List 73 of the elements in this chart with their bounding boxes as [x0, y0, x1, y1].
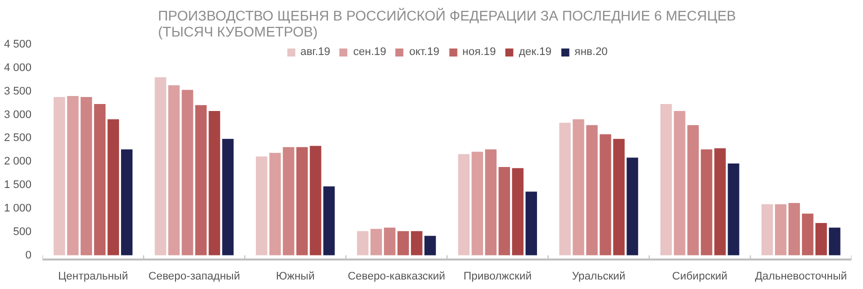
y-tick-label: 500	[13, 226, 32, 238]
bar	[80, 96, 92, 256]
bar	[714, 148, 726, 256]
y-tick-label: 4 500	[4, 38, 32, 50]
y-tick-label: 2 500	[4, 132, 32, 144]
legend-label: ноя.19	[462, 46, 496, 58]
bar	[195, 105, 207, 256]
bar	[674, 111, 686, 256]
bar	[323, 186, 335, 256]
bar	[626, 158, 638, 256]
bar	[310, 146, 322, 256]
bar	[526, 192, 537, 256]
legend-label: авг.19	[300, 46, 330, 58]
chart-title: ПРОИЗВОДСТВО ЩЕБНЯ В РОССИЙСКОЙ ФЕДЕРАЦИИ ЗА ПОСЛЕДНИЕ 6 МЕСЯЦЕВ (ТЫСЯЧ КУБОМЕТРОВ)	[158, 8, 736, 40]
bar	[815, 222, 827, 256]
x-tick-label: Центральный	[58, 270, 128, 282]
legend-label: дек.19	[518, 46, 552, 58]
x-tick-label: Дальневосточный	[754, 270, 847, 282]
bar	[660, 104, 672, 256]
legend-label: сен.19	[353, 46, 386, 58]
y-tick-label: 3 000	[4, 108, 32, 121]
y-tick-label: 1 500	[4, 179, 32, 192]
bar	[384, 228, 396, 256]
bar	[154, 77, 166, 256]
bar	[512, 168, 524, 256]
x-tick-label: Северо-западный	[148, 270, 240, 282]
bar	[788, 203, 800, 256]
x-tick-label: Уральский	[572, 270, 626, 282]
bar	[559, 122, 571, 256]
x-tick-label: Южный	[276, 270, 315, 282]
bar	[762, 204, 773, 256]
bar	[424, 236, 436, 256]
bar	[357, 231, 368, 256]
y-tick-label: 2 000	[4, 156, 32, 168]
bar	[613, 138, 625, 256]
bar	[774, 204, 786, 256]
legend-label: янв.20	[574, 46, 608, 58]
bar	[728, 163, 740, 256]
bar	[67, 96, 79, 256]
bar	[94, 104, 106, 256]
bar	[700, 149, 712, 256]
bar	[121, 149, 132, 256]
bar	[269, 152, 281, 256]
bar	[208, 111, 220, 256]
bar	[485, 149, 497, 256]
bar	[828, 228, 840, 256]
bar	[296, 147, 308, 256]
bar	[586, 125, 598, 256]
legend-label: окт.19	[409, 46, 440, 58]
bar	[687, 125, 699, 256]
y-tick-label: 3 500	[4, 85, 32, 98]
y-tick-label: 1 000	[4, 202, 32, 214]
bar	[458, 154, 470, 256]
y-tick-label: 0	[25, 249, 32, 262]
bar	[410, 231, 422, 256]
bar	[802, 214, 814, 256]
bar	[256, 156, 268, 256]
bar	[168, 85, 180, 256]
bar	[370, 228, 382, 256]
bar	[572, 119, 584, 256]
bar	[498, 166, 510, 256]
bar	[282, 147, 294, 256]
bar	[222, 138, 234, 256]
x-tick-label: Приволжский	[463, 270, 532, 282]
x-tick-label: Северо-кавказский	[348, 270, 446, 282]
bar	[600, 134, 612, 256]
bar	[54, 96, 66, 256]
bar	[397, 231, 409, 256]
x-tick-label: Сибирский	[672, 270, 728, 282]
y-tick-label: 4 000	[4, 62, 32, 74]
bar	[472, 152, 484, 256]
bar	[182, 90, 194, 256]
bar	[108, 119, 120, 256]
